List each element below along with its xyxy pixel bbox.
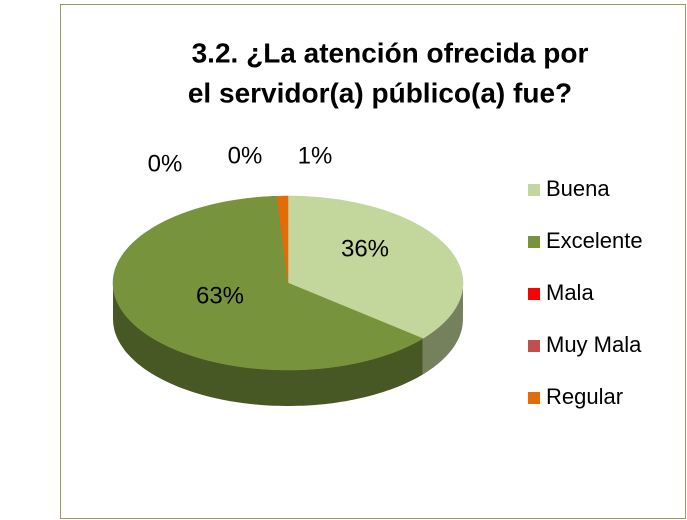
data-label: 0% bbox=[148, 150, 183, 177]
pie-slice bbox=[287, 195, 464, 339]
legend-swatch bbox=[528, 184, 540, 196]
legend-label: Regular bbox=[546, 384, 623, 409]
legend-swatch bbox=[528, 340, 540, 352]
pie-side bbox=[113, 283, 423, 406]
pie-slice bbox=[112, 195, 424, 371]
legend-swatch bbox=[528, 392, 540, 404]
legend-label: Buena bbox=[546, 176, 610, 201]
data-label: 0% bbox=[228, 142, 263, 169]
legend-label: Mala bbox=[546, 280, 594, 305]
data-label: 1% bbox=[298, 142, 333, 169]
data-label: 63% bbox=[196, 282, 244, 309]
legend-label: Excelente bbox=[546, 228, 643, 253]
data-label: 36% bbox=[341, 235, 389, 262]
legend-swatch bbox=[528, 288, 540, 300]
legend-label: Muy Mala bbox=[546, 332, 642, 357]
pie-side bbox=[422, 283, 463, 375]
pie-slice bbox=[276, 195, 289, 284]
chart-title-line2: el servidor(a) público(a) fue? bbox=[188, 77, 572, 108]
legend-swatch bbox=[528, 236, 540, 248]
chart-title-line1: 3.2. ¿La atención ofrecida por bbox=[192, 37, 589, 68]
